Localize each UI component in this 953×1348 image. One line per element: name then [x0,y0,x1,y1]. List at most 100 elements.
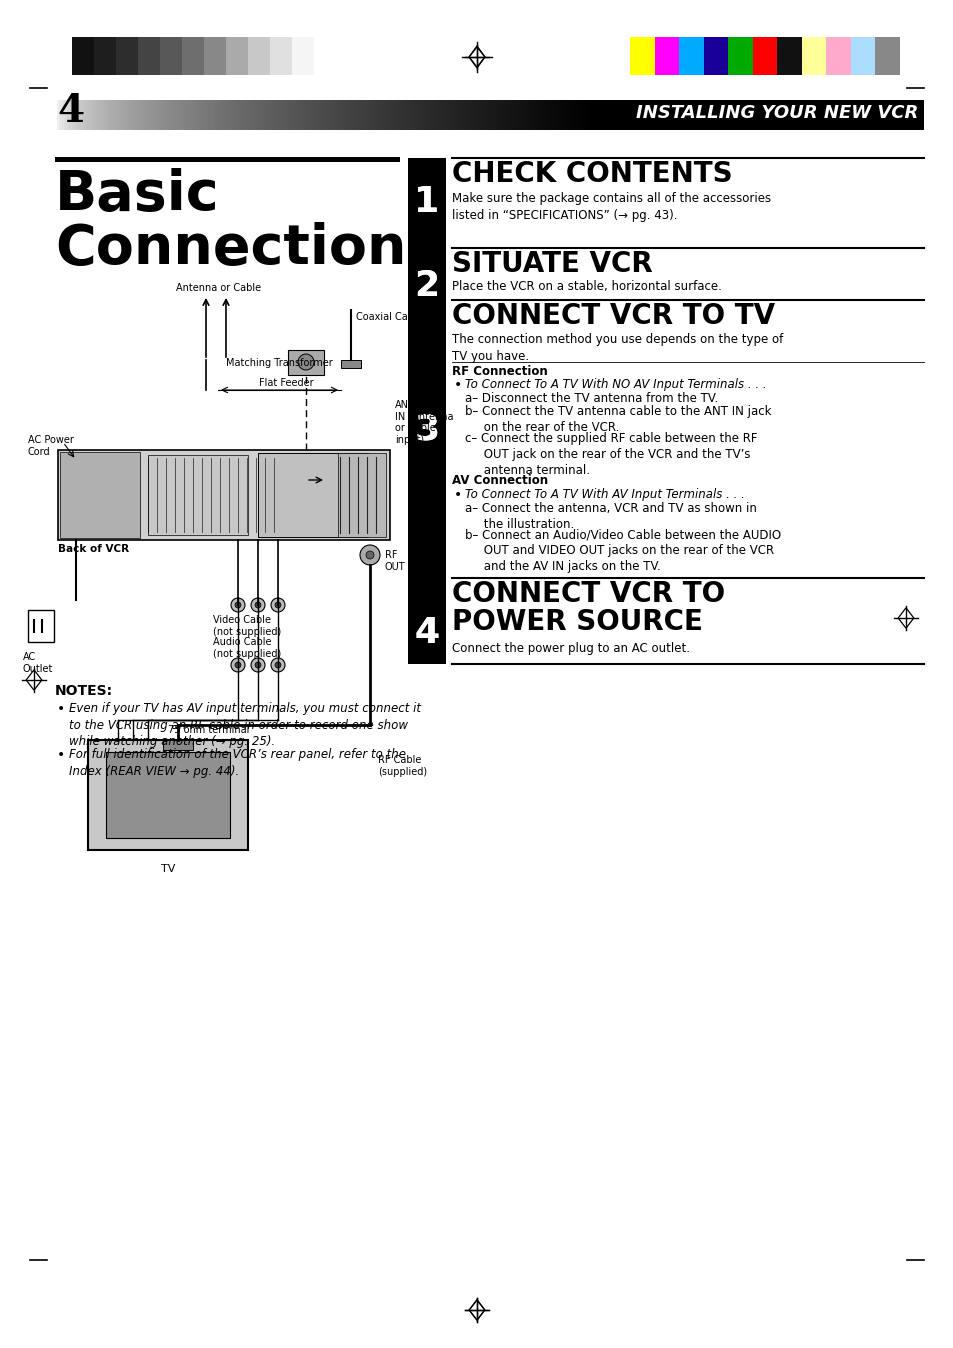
Bar [451,100,453,129]
Bar [148,100,150,129]
Bar [456,100,458,129]
Bar [281,100,283,129]
Bar [679,36,703,75]
Bar [459,100,461,129]
Bar [139,100,141,129]
Bar [355,100,356,129]
Bar [561,100,563,129]
Text: •: • [454,377,462,392]
Bar [125,100,127,129]
Text: 2: 2 [414,270,439,303]
Bar [230,100,232,129]
Text: •: • [57,702,65,716]
Bar [539,100,542,129]
Circle shape [297,355,314,369]
Bar [404,100,406,129]
Bar [166,100,168,129]
Text: The connection method you use depends on the type of
TV you have.: The connection method you use depends on… [452,333,782,363]
Bar [119,100,121,129]
Bar [324,100,326,129]
Bar [400,100,403,129]
Bar [574,100,576,129]
Bar [176,100,178,129]
Bar [654,36,679,75]
Bar [158,100,160,129]
Bar [94,36,116,75]
Bar [584,100,586,129]
Bar [171,100,173,129]
Bar [331,100,334,129]
Bar [160,36,182,75]
Bar [727,36,752,75]
Bar [463,100,465,129]
Bar [193,100,196,129]
Bar [504,100,506,129]
Bar [559,100,561,129]
Text: •: • [454,488,462,501]
Bar [568,100,570,129]
Bar [527,100,529,129]
Bar [543,100,545,129]
Bar [195,100,198,129]
Bar [74,100,77,129]
Bar [163,740,193,749]
Bar [413,100,416,129]
Bar [465,100,467,129]
Text: INSTALLING YOUR NEW VCR: INSTALLING YOUR NEW VCR [635,104,917,123]
Bar [87,100,90,129]
Bar [474,100,476,129]
Bar [62,100,65,129]
Bar [367,100,369,129]
Bar [500,100,502,129]
Bar [68,100,70,129]
Bar [285,100,287,129]
Bar [357,100,360,129]
Bar [398,100,401,129]
Bar [541,100,543,129]
Bar [197,100,200,129]
Bar [292,36,314,75]
Bar [187,100,189,129]
Bar [224,100,227,129]
Bar [289,100,291,129]
Text: RF Connection: RF Connection [452,365,547,377]
Bar [875,36,899,75]
Bar [116,36,138,75]
Bar [394,100,395,129]
Bar [140,100,143,129]
Bar [340,100,342,129]
Bar [295,100,297,129]
Bar [495,100,497,129]
Bar [515,100,517,129]
Bar [420,100,422,129]
Text: Connect the power plug to an AC outlet.: Connect the power plug to an AC outlet. [452,642,689,655]
Bar [497,100,499,129]
Bar [94,100,96,129]
Bar [379,100,381,129]
Bar [564,100,567,129]
Bar [71,100,73,129]
Bar [109,100,111,129]
Bar [273,100,274,129]
Bar [523,100,526,129]
Text: a– Connect the antenna, VCR and TV as shown in
     the illustration.: a– Connect the antenna, VCR and TV as sh… [464,501,756,531]
Text: To Connect To A TV With NO AV Input Terminals . . .: To Connect To A TV With NO AV Input Term… [464,377,766,391]
Bar [144,100,147,129]
Text: RF Cable
(supplied): RF Cable (supplied) [377,755,427,776]
Bar [105,100,107,129]
Bar [336,100,338,129]
Text: AV Connection: AV Connection [452,474,548,487]
Bar [203,100,205,129]
Bar [205,100,207,129]
Bar [287,100,289,129]
Bar [386,100,389,129]
Text: SITUATE VCR: SITUATE VCR [452,249,652,278]
Bar [509,100,512,129]
Bar [777,36,801,75]
Bar [316,100,319,129]
Bar [552,100,555,129]
Bar [572,100,574,129]
Bar [545,100,547,129]
Bar [518,100,520,129]
Bar [383,100,385,129]
